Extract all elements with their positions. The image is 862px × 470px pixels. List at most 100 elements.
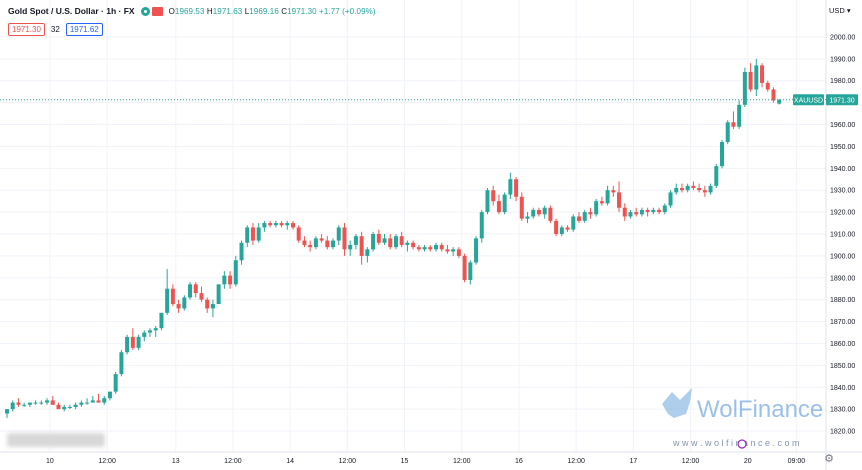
- candle-body: [525, 216, 530, 219]
- legend-controls[interactable]: [140, 6, 163, 16]
- candle-body: [651, 209, 656, 213]
- candle-body: [268, 223, 273, 226]
- candle-body: [228, 275, 233, 285]
- candle-body: [73, 404, 78, 407]
- wolfinance-watermark: WolFinance w w w . w o l f i n a n c e .…: [662, 388, 823, 448]
- candle-body: [531, 209, 536, 217]
- candle-body: [474, 238, 479, 263]
- plot-area: [0, 0, 826, 452]
- time-tick-label: 12:00: [453, 458, 471, 465]
- candle-body: [256, 227, 261, 241]
- close-label: C: [281, 6, 288, 16]
- candle-body: [605, 190, 610, 204]
- time-tick-label: 12:00: [224, 458, 242, 465]
- candle-body: [193, 284, 198, 294]
- price-tick-label: 1850.00: [830, 363, 855, 370]
- candle-body: [731, 122, 736, 127]
- candle-body: [462, 255, 467, 280]
- candle-body: [405, 242, 410, 245]
- symbol-title[interactable]: Gold Spot / U.S. Dollar · 1h · FX: [8, 6, 135, 16]
- candle-body: [176, 304, 181, 309]
- candle-body: [79, 402, 84, 405]
- candle-body: [737, 104, 742, 127]
- eye-icon[interactable]: [140, 6, 150, 16]
- candle-body: [90, 400, 95, 403]
- price-tick-label: 2000.00: [830, 34, 855, 41]
- candle-body: [599, 201, 604, 204]
- candle-body: [102, 398, 107, 403]
- time-marker[interactable]: [737, 439, 747, 449]
- candle-body: [634, 212, 639, 215]
- candle-body: [468, 262, 473, 280]
- price-tick-label: 1840.00: [830, 385, 855, 392]
- time-axis[interactable]: 10 12:00 13 12:00 14 12:00 15 12:00 16 12:00 17 12:…: [46, 458, 805, 465]
- time-tick-label: 09:00: [788, 458, 806, 465]
- high-label: H: [206, 6, 213, 16]
- candle-body: [50, 400, 55, 405]
- candle-body: [559, 227, 564, 234]
- low-label: L: [244, 6, 250, 16]
- buy-button[interactable]: 1971.62: [65, 23, 103, 36]
- candle-body: [765, 82, 770, 90]
- price-tick-label: 1820.00: [830, 429, 855, 436]
- candle-body: [720, 142, 724, 167]
- candle-body: [22, 404, 27, 406]
- candle-body: [148, 330, 152, 333]
- candle-body: [760, 65, 765, 83]
- candle-body: [371, 234, 376, 250]
- candle-body: [588, 212, 593, 215]
- currency-selector[interactable]: USD ▾: [829, 6, 851, 15]
- candle-body: [165, 288, 170, 313]
- candle-body: [485, 190, 490, 213]
- symbol-tag: [793, 94, 824, 106]
- candle-body: [107, 391, 112, 399]
- candle-body: [679, 188, 684, 191]
- price-tick-label: 1900.00: [830, 253, 855, 260]
- candle-body: [130, 336, 135, 348]
- candle-body: [308, 244, 313, 248]
- time-tick-label: 15: [401, 458, 409, 465]
- candle-body: [233, 260, 238, 285]
- candle-body: [393, 236, 398, 248]
- candle-body: [548, 207, 553, 221]
- close-value: 1971.30: [287, 6, 317, 16]
- time-tick-label: 16: [515, 458, 523, 465]
- candle-body: [502, 194, 507, 213]
- candle-body: [697, 188, 702, 191]
- candle-body: [662, 205, 667, 213]
- candle-body: [348, 244, 353, 250]
- sell-button[interactable]: 1971.30: [8, 23, 45, 36]
- candle-body: [67, 406, 72, 408]
- candle-body: [182, 297, 187, 309]
- candle-body: [216, 284, 221, 305]
- gear-icon[interactable]: ⚙: [824, 453, 834, 465]
- candle-body: [325, 240, 330, 248]
- candle-body: [313, 238, 318, 248]
- candle-body: [170, 288, 175, 305]
- candle-body: [399, 236, 404, 245]
- candle-body: [622, 207, 627, 217]
- price-tag: XAUUSD 1971.30: [793, 94, 858, 106]
- candle-body: [62, 406, 67, 410]
- candle-body: [125, 336, 130, 353]
- blurred-logo: [7, 433, 105, 447]
- price-tick-label: 1980.00: [830, 78, 855, 85]
- symbol-tag-text: XAUUSD: [794, 97, 823, 104]
- open-label: O: [168, 6, 175, 16]
- candle-body: [199, 293, 204, 300]
- candle-body: [582, 212, 587, 221]
- candle-body: [674, 188, 679, 193]
- candle-body: [691, 185, 696, 189]
- flag-icon[interactable]: [151, 6, 163, 16]
- candle-body: [262, 223, 267, 228]
- candle-body: [159, 312, 164, 329]
- candle-body: [365, 249, 370, 256]
- price-tick-label: 1960.00: [830, 122, 855, 129]
- candle-body: [416, 247, 421, 250]
- candle-body: [353, 236, 358, 245]
- candle-body: [273, 223, 278, 226]
- candle-body: [222, 275, 227, 285]
- time-tick-label: 12:00: [339, 458, 357, 465]
